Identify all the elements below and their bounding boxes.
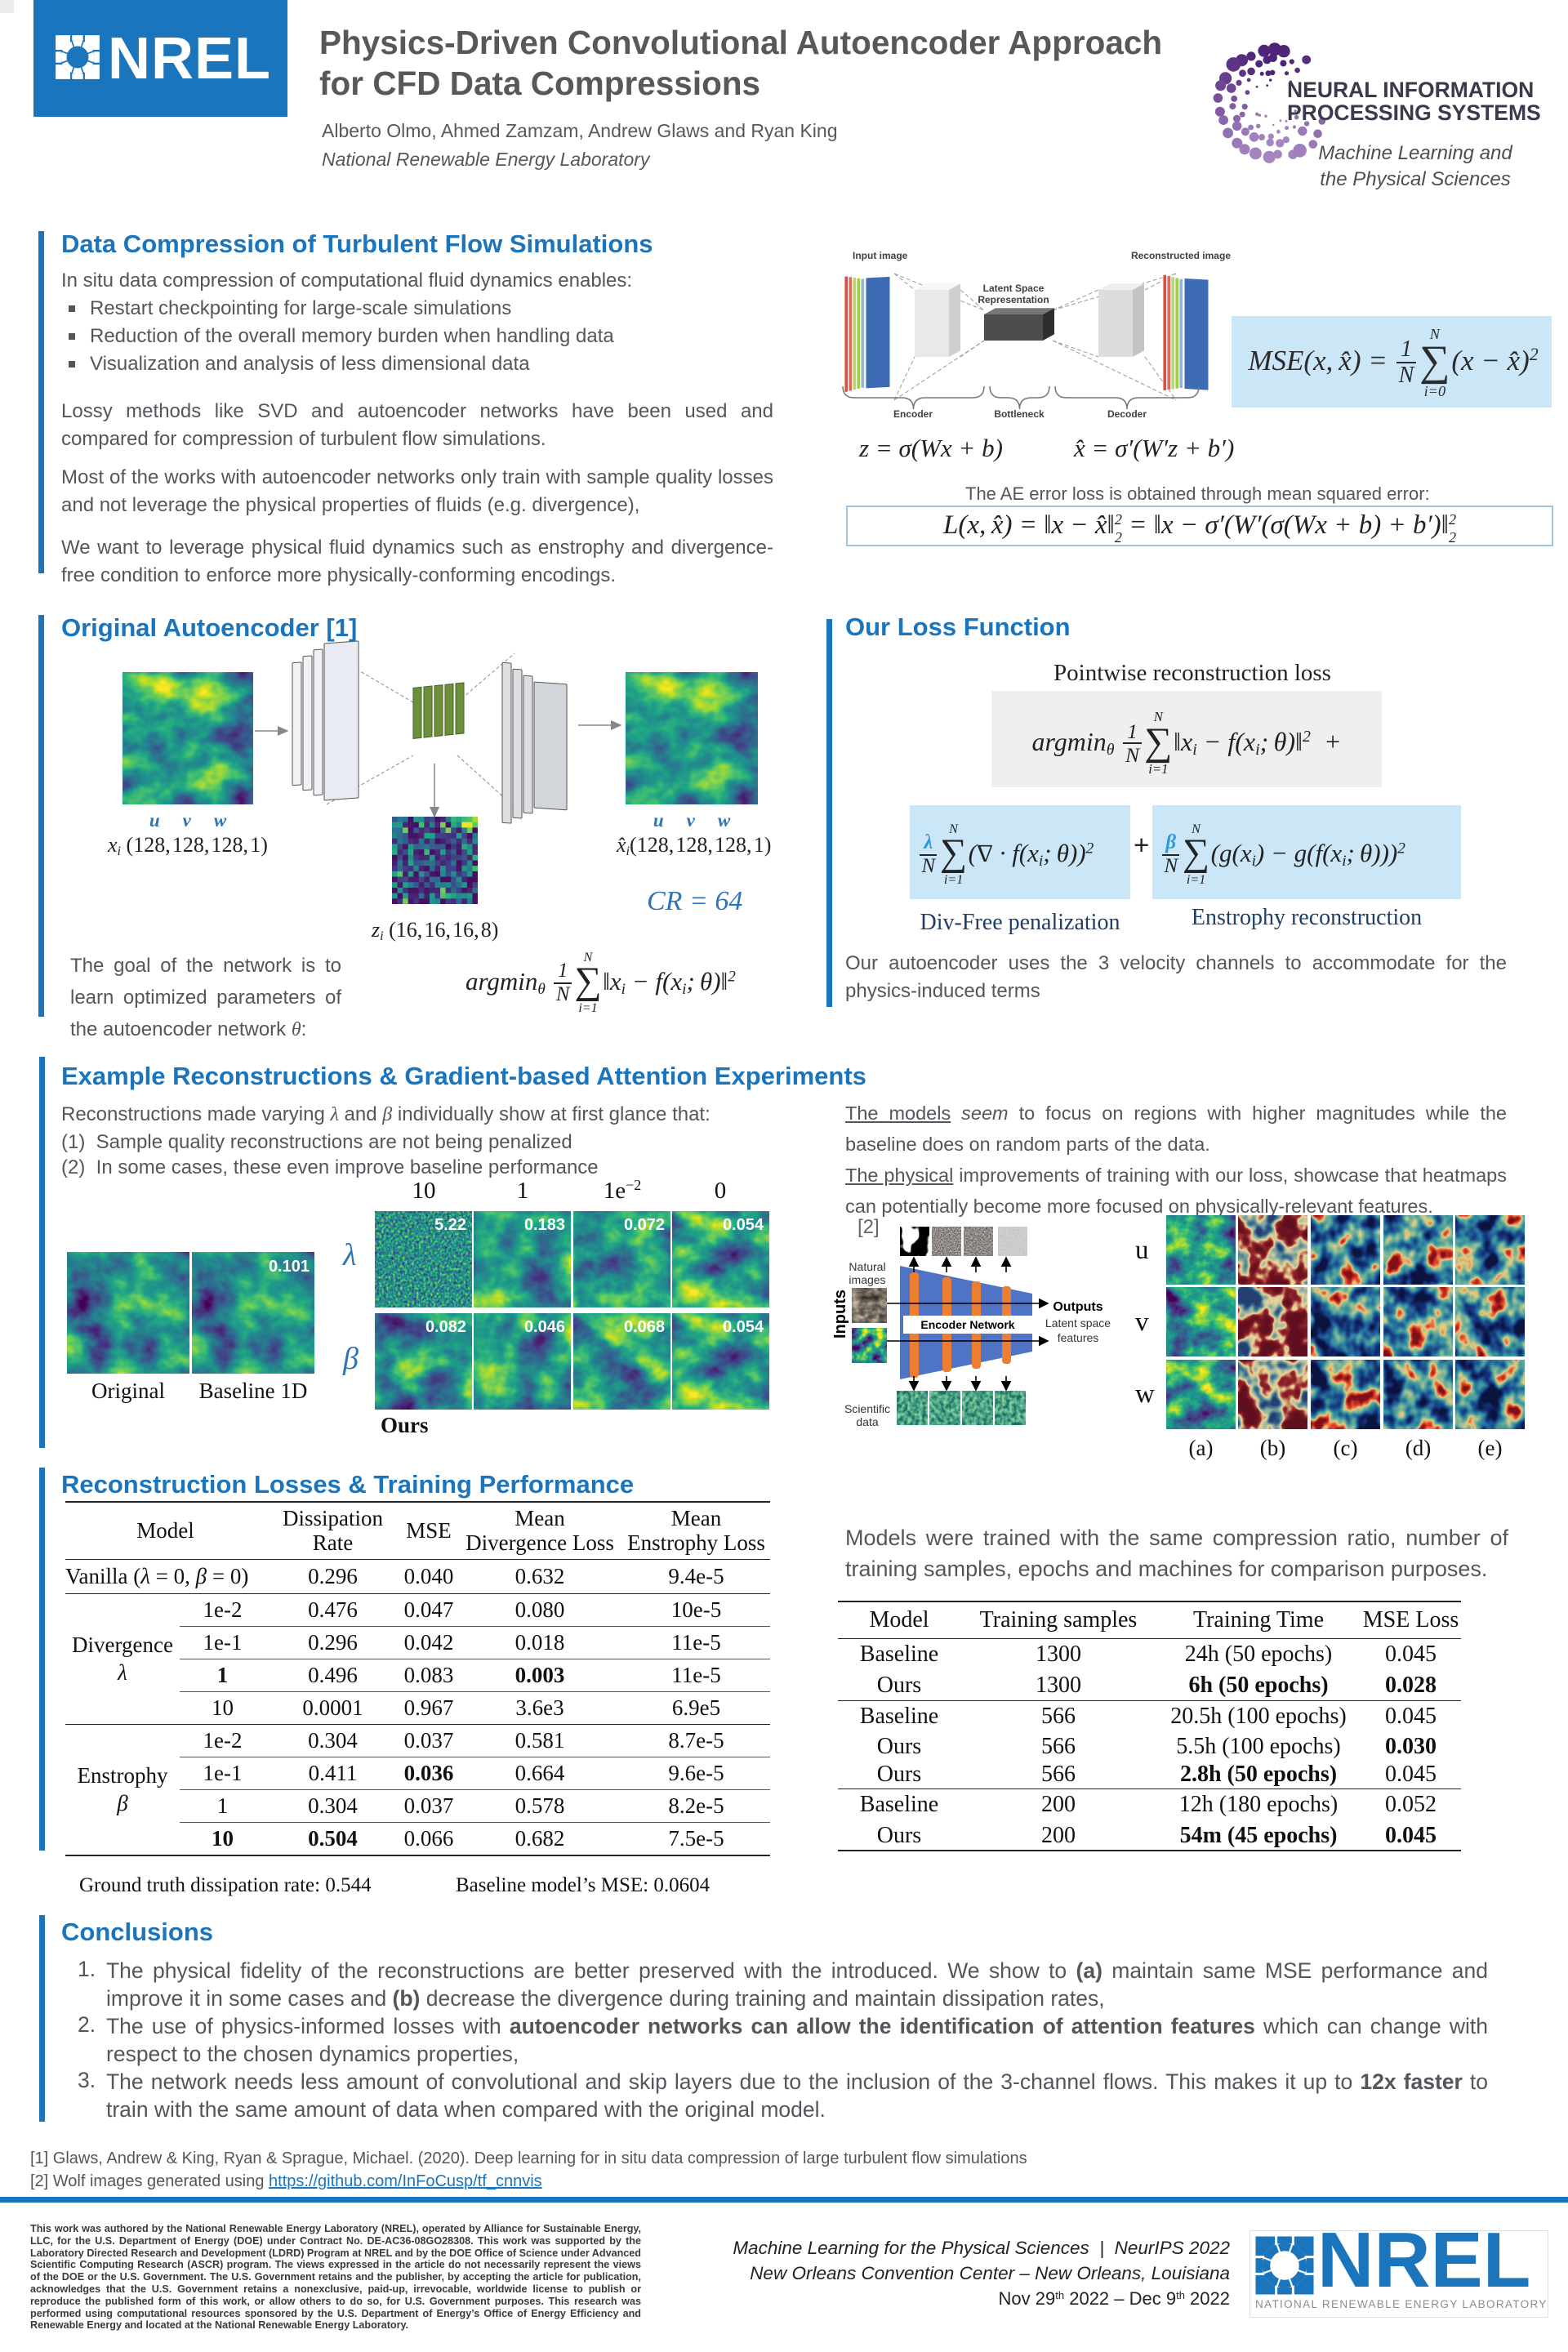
svg-text:Input image: Input image bbox=[853, 250, 908, 261]
svg-text:Reconstructed image: Reconstructed image bbox=[1131, 250, 1231, 261]
svg-text:Latent Space: Latent Space bbox=[983, 283, 1045, 294]
svg-text:Latent space: Latent space bbox=[1045, 1316, 1111, 1330]
svg-text:Scientific: Scientific bbox=[844, 1402, 890, 1415]
svg-text:Bottleneck: Bottleneck bbox=[994, 408, 1045, 420]
svg-text:Outputs: Outputs bbox=[1053, 1300, 1102, 1314]
svg-text:[2]: [2] bbox=[858, 1216, 880, 1238]
svg-text:features: features bbox=[1058, 1331, 1099, 1344]
svg-text:Inputs: Inputs bbox=[833, 1290, 849, 1339]
svg-text:images: images bbox=[849, 1273, 885, 1286]
svg-text:Encoder Network: Encoder Network bbox=[920, 1318, 1014, 1331]
svg-text:Decoder: Decoder bbox=[1107, 408, 1147, 420]
svg-text:Encoder: Encoder bbox=[893, 408, 933, 420]
svg-text:data: data bbox=[856, 1415, 878, 1428]
svg-text:Natural: Natural bbox=[849, 1260, 885, 1273]
svg-text:Representation: Representation bbox=[978, 294, 1049, 305]
